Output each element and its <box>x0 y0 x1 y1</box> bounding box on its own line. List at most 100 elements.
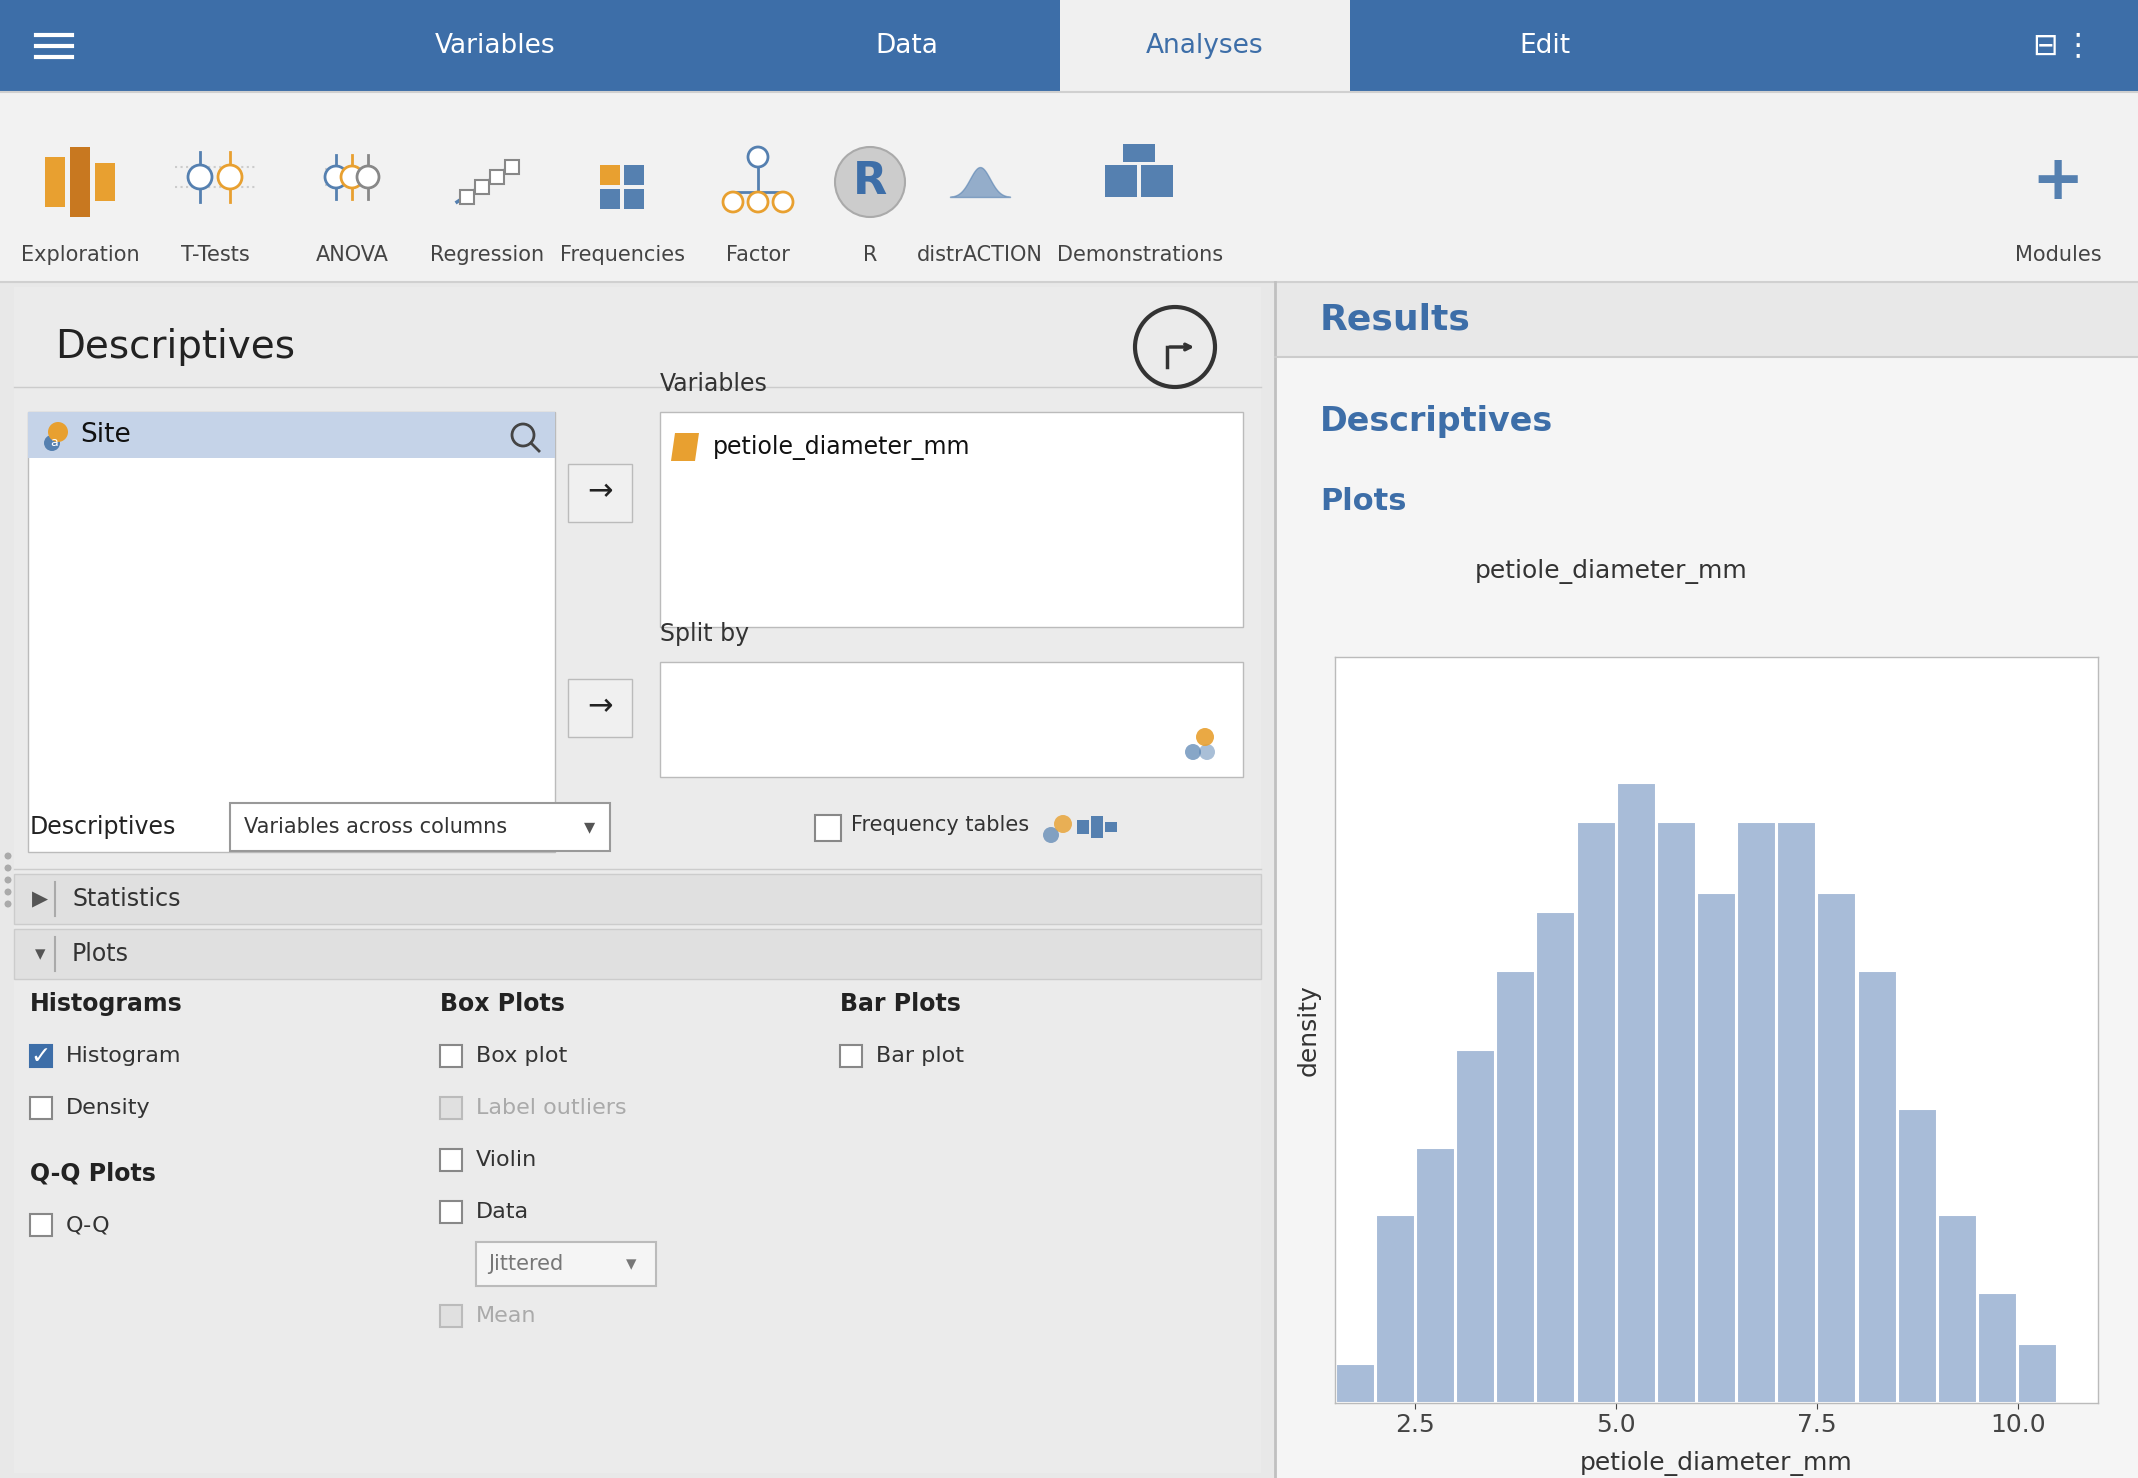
Text: Descriptives: Descriptives <box>30 814 175 840</box>
Text: ▾: ▾ <box>626 1253 637 1274</box>
Bar <box>1497 971 1535 1403</box>
Bar <box>2018 21 2074 72</box>
Text: Statistics: Statistics <box>73 887 180 910</box>
Text: Variables across columns: Variables across columns <box>244 817 507 837</box>
Bar <box>1576 822 1616 1403</box>
Text: Modules: Modules <box>2014 245 2102 265</box>
Bar <box>28 412 556 851</box>
Bar <box>71 146 90 217</box>
Text: Plots: Plots <box>1319 488 1407 516</box>
Text: T-Tests: T-Tests <box>180 245 250 265</box>
Bar <box>1142 166 1174 197</box>
Bar <box>661 662 1242 777</box>
Bar <box>94 163 115 201</box>
Circle shape <box>1195 729 1214 746</box>
Circle shape <box>4 876 11 884</box>
Bar <box>505 160 520 174</box>
Text: Analyses: Analyses <box>1146 33 1264 59</box>
Bar <box>1105 166 1137 197</box>
Bar <box>601 189 620 208</box>
Circle shape <box>748 146 768 167</box>
Circle shape <box>4 900 11 907</box>
Bar <box>1738 822 1777 1403</box>
Circle shape <box>45 435 60 451</box>
Text: →: → <box>588 477 614 507</box>
Text: Edit: Edit <box>1520 33 1571 59</box>
Text: Frequency tables: Frequency tables <box>851 814 1028 835</box>
Bar <box>1616 783 1655 1403</box>
Text: Descriptives: Descriptives <box>1319 405 1552 439</box>
Text: Demonstrations: Demonstrations <box>1056 245 1223 265</box>
Bar <box>840 1045 862 1067</box>
Bar <box>601 166 620 185</box>
Bar <box>1817 893 1856 1403</box>
Text: Regression: Regression <box>430 245 543 265</box>
Bar <box>624 189 644 208</box>
Bar <box>1336 1364 1375 1403</box>
Bar <box>1274 282 2138 1478</box>
Bar <box>1698 893 1736 1403</box>
Circle shape <box>836 146 904 217</box>
Text: Label outliers: Label outliers <box>477 1098 626 1117</box>
Circle shape <box>4 888 11 896</box>
Text: Q-Q: Q-Q <box>66 1215 111 1236</box>
Text: Histogram: Histogram <box>66 1046 182 1066</box>
Text: ⊟: ⊟ <box>2033 31 2057 61</box>
Circle shape <box>1054 814 1071 834</box>
Text: R: R <box>853 161 887 204</box>
Text: petiole_diameter_mm: petiole_diameter_mm <box>1475 560 1747 584</box>
Text: Frequencies: Frequencies <box>560 245 684 265</box>
Text: ▾: ▾ <box>34 944 45 964</box>
Bar <box>1978 1293 2016 1403</box>
Text: Descriptives: Descriptives <box>56 328 295 367</box>
Bar <box>1122 143 1155 163</box>
Bar <box>15 930 1261 978</box>
Bar <box>30 1045 51 1067</box>
X-axis label: petiole_diameter_mm: petiole_diameter_mm <box>1580 1451 1854 1477</box>
Text: a: a <box>49 436 58 449</box>
Bar <box>0 92 2138 282</box>
Bar <box>1105 822 1116 832</box>
Bar <box>490 170 505 183</box>
Text: ✓: ✓ <box>30 1043 51 1069</box>
Bar <box>28 412 556 458</box>
Text: petiole_diameter_mm: petiole_diameter_mm <box>712 435 971 460</box>
Bar <box>1899 1108 1937 1403</box>
Bar <box>0 0 2138 92</box>
Text: Density: Density <box>66 1098 150 1117</box>
Text: R: R <box>864 245 877 265</box>
Bar <box>460 191 475 204</box>
Y-axis label: density: density <box>1298 984 1321 1076</box>
Circle shape <box>218 166 242 189</box>
Bar <box>440 1045 462 1067</box>
Circle shape <box>4 865 11 872</box>
Bar <box>1078 820 1088 834</box>
Text: Variables: Variables <box>661 372 768 396</box>
Bar <box>231 803 609 851</box>
Text: Variables: Variables <box>434 33 556 59</box>
Bar <box>1657 822 1695 1403</box>
Bar <box>569 678 633 738</box>
Text: Box Plots: Box Plots <box>440 992 564 1015</box>
Circle shape <box>748 192 768 211</box>
Bar <box>15 873 1261 924</box>
Text: ⋮: ⋮ <box>2063 31 2093 61</box>
Text: Bar Plots: Bar Plots <box>840 992 960 1015</box>
Text: Site: Site <box>79 423 130 448</box>
Circle shape <box>47 423 68 442</box>
Bar <box>1937 1215 1978 1403</box>
Bar <box>1537 912 1576 1403</box>
Bar <box>440 1148 462 1171</box>
Text: Violin: Violin <box>477 1150 537 1171</box>
Bar <box>1274 282 2138 358</box>
Bar <box>477 1242 656 1286</box>
Bar <box>30 1213 51 1236</box>
Text: Factor: Factor <box>727 245 789 265</box>
Bar <box>1456 1049 1494 1403</box>
Circle shape <box>1184 743 1202 760</box>
Bar <box>475 180 490 194</box>
Circle shape <box>357 166 378 188</box>
Text: +: + <box>2031 152 2085 211</box>
Bar <box>15 287 1261 1474</box>
Bar <box>1777 822 1817 1403</box>
